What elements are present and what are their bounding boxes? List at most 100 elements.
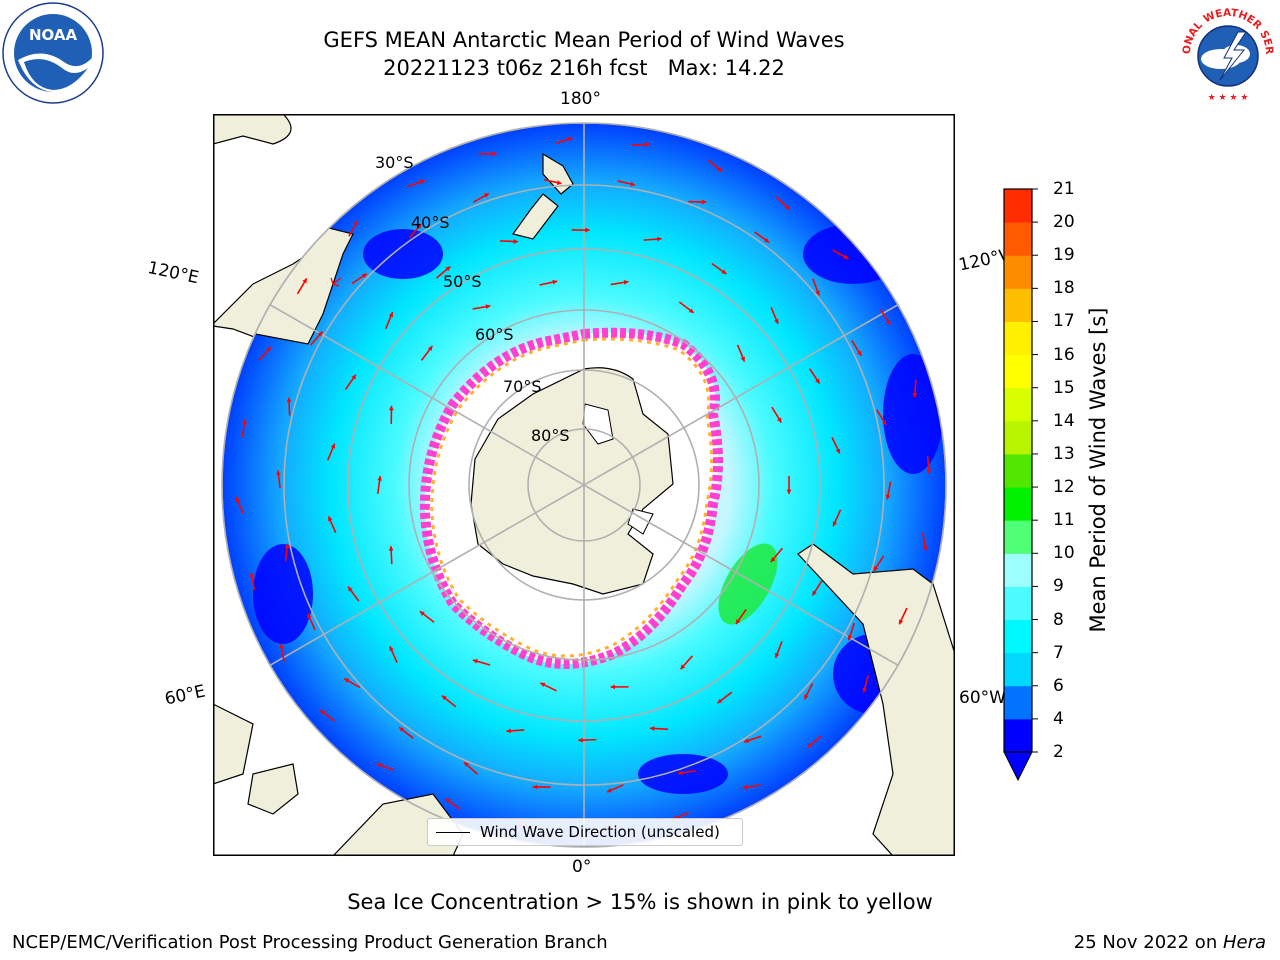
colorbar-band [1004,652,1032,687]
wind-wave-arrow [808,368,821,385]
colorbar-band [1004,453,1032,488]
wind-wave-arrow [811,579,823,596]
legend: Wind Wave Direction (unscaled) [427,818,743,846]
wind-wave-arrow [241,419,247,438]
colorbar-band [1004,553,1032,587]
wind-wave-arrows [330,277,342,287]
colorbar-band [1004,255,1032,289]
chart-title: GEFS MEAN Antarctic Mean Period of Wind … [323,28,845,52]
legend-label: Wind Wave Direction (unscaled) [480,823,720,841]
wind-wave-arrow [610,684,629,690]
lon-label-60e: 60°E [163,681,208,710]
wind-wave-arrow [388,546,394,565]
wind-wave-arrow [307,613,316,631]
wind-wave-arrow [258,346,272,362]
wind-wave-arrow [472,192,490,204]
sea-ice-note: Sea Ice Concentration > 15% is shown in … [347,890,933,914]
colorbar-tick-label: 15 [1053,377,1075,398]
wind-wave-arrow [879,309,892,326]
colorbar-band [1004,685,1032,720]
colorbar-band [1004,520,1032,554]
wind-wave-arrow [631,142,650,147]
wind-wave-arrow [472,658,491,666]
wind-wave-arrow [389,405,394,424]
wind-wave-arrow [807,735,823,748]
wind-wave-arrow [610,279,629,286]
polar-map: 30°S 40°S 50°S 60°S 70°S 80°S [213,114,955,856]
wind-wave-arrow [539,682,557,692]
wind-wave-arrow [539,279,558,286]
wind-wave-arrow [770,306,779,325]
colorbar-tick-label: 19 [1053,245,1075,266]
antarctica [470,367,674,595]
wind-wave-arrow [876,409,887,426]
wind-wave-arrow [310,331,324,346]
wind-wave-arrow [774,640,783,659]
wind-wave-arrow [606,784,624,793]
wind-wave-arrow [472,304,491,310]
wind-wave-arrow [851,340,863,357]
lat-60s-label: 60°S [475,325,514,344]
lat-30s-label: 30°S [375,153,414,172]
wind-wave-arrow [831,437,841,454]
colorbar-tick-label: 20 [1053,212,1075,233]
wind-wave-arrow [344,374,357,390]
colorbar-tick-label: 16 [1053,344,1075,365]
lon-label-180: 180° [560,89,601,109]
footer-date: 25 Nov 2022 on Hera [1074,932,1266,953]
wind-wave-arrow [678,301,695,314]
colorbar-band [1004,288,1032,322]
wind-wave-arrow [500,239,519,244]
sea-ice-yellow [430,337,713,658]
colorbar-tick-label: 12 [1053,477,1075,498]
lat-labels: 30°S 40°S 50°S 60°S 70°S 80°S [375,153,570,445]
wind-wave-arrow [385,311,394,330]
wind-wave-arrow [420,345,434,361]
colorbar-band [1004,321,1032,356]
lat-70s-label: 70°S [503,377,542,396]
wind-wave-arrow [327,515,337,534]
wind-wave-arrow [803,683,814,700]
colorbar-tick-label: 10 [1053,543,1075,564]
colorbar-tick-label: 8 [1053,609,1064,630]
colorbar [1003,188,1038,782]
wind-wave-arrow [617,180,636,187]
wind-wave-arrow [376,763,394,771]
colorbar-band [1004,586,1032,621]
colorbar-ticks [1032,188,1038,753]
lat-80s-label: 80°S [531,426,570,445]
noaa-logo: NOAA [2,2,104,104]
wind-wave-arrow [677,770,696,776]
colorbar-bands [1004,189,1032,753]
wind-wave-arrow [398,726,414,739]
arrow-layer [235,136,932,834]
wind-wave-arrow [716,691,733,704]
lon-label-120e: 120°E [145,258,201,289]
wind-wave-arrow [735,608,747,625]
wind-wave-arrow [649,726,668,731]
graticule [222,123,946,847]
colorbar-frame [1003,188,1033,753]
wind-wave-arrow [408,223,422,239]
svg-text:★ ★ ★ ★: ★ ★ ★ ★ [1208,93,1249,103]
wind-wave-arrow [571,227,590,233]
lat-40s-label: 40°S [411,213,450,232]
wind-wave-arrow [912,379,918,398]
colorbar-tick-label: 11 [1053,510,1075,531]
wind-wave-arrow [786,476,792,494]
wind-wave-arrow [284,543,290,562]
wind-wave-arrow [812,278,820,296]
colorbar-tick-label: 17 [1053,311,1075,332]
wind-wave-arrow [376,475,383,495]
legend-line-swatch [436,831,470,833]
chart-subtitle: 20221123 t06z 216h fcst Max: 14.22 [383,56,785,80]
colorbar-band [1004,222,1032,256]
wind-wave-arrow [286,397,292,416]
wind-wave-arrow [898,607,908,625]
wind-wave-arrow [885,481,892,500]
colorbar-tick-label: 13 [1053,443,1075,464]
wind-wave-arrow [407,179,426,188]
wind-wave-arrow [463,761,478,775]
wave-period-high-patch [718,543,778,625]
wind-wave-arrow [643,236,662,242]
